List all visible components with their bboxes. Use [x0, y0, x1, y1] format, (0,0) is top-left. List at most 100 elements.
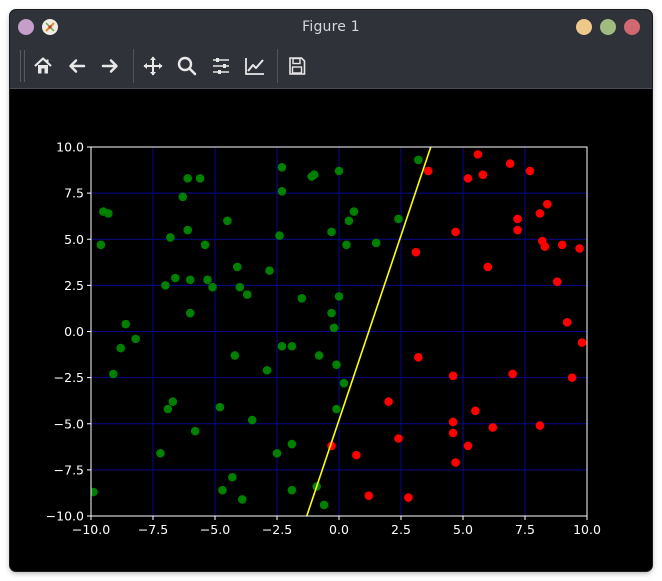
scatter-point-green — [371, 238, 381, 248]
scatter-point-green — [272, 448, 282, 458]
back-button[interactable] — [64, 53, 90, 79]
scatter-point-green — [183, 174, 193, 183]
scatter-point-green — [314, 351, 324, 360]
axes-frame — [90, 146, 588, 517]
x-tick-label: −5.0 — [200, 522, 230, 537]
scatter-point-red — [552, 277, 562, 286]
scatter-point-red — [451, 458, 460, 467]
scatter-point-red — [543, 199, 552, 209]
save-button[interactable] — [284, 53, 310, 79]
x-tick-label: −10.0 — [72, 522, 110, 537]
scatter-point-green — [185, 308, 195, 318]
arrow-left-icon — [69, 59, 86, 73]
scatter-point-red — [451, 227, 460, 237]
forward-button[interactable] — [97, 53, 123, 79]
window-title: Figure 1 — [302, 19, 360, 35]
minimize-button[interactable] — [576, 19, 592, 35]
sliders-icon — [213, 58, 229, 74]
subplots-button[interactable] — [208, 53, 234, 79]
scatter-point-green — [96, 240, 106, 250]
scatter-point-red — [394, 434, 403, 443]
home-icon — [34, 57, 52, 74]
scatter-point-green — [190, 426, 200, 436]
line-chart-icon — [245, 58, 264, 75]
scatter-point-red — [505, 159, 515, 168]
scatter-point-green — [163, 404, 173, 414]
scatter-point-green — [235, 282, 245, 292]
scatter-point-green — [339, 378, 349, 388]
scatter-point-green — [277, 186, 287, 196]
title-bar: Figure 1 — [10, 10, 652, 44]
scatter-point-green — [247, 415, 257, 425]
edit-axis-button[interactable] — [242, 53, 268, 79]
scatter-point-red — [463, 441, 473, 451]
scatter-point-red — [562, 317, 572, 327]
decision-boundary-line — [306, 147, 432, 516]
scatter-point-green — [297, 293, 307, 303]
scatter-point-red — [414, 353, 423, 362]
y-tick-label: 0.0 — [64, 324, 84, 339]
maximize-button[interactable] — [600, 19, 616, 35]
x-tick-label: 5.0 — [453, 522, 473, 537]
scatter-point-red — [448, 417, 458, 427]
scatter-point-green — [344, 216, 354, 226]
scatter-point-red — [404, 493, 413, 502]
pan-button[interactable] — [140, 53, 166, 79]
scatter-chart: −10.0 −7.5 −5.0 −2.5 0.0 2.5 5.0 7.5 10.0 10.0 7.5… — [46, 140, 601, 538]
y-tick-label: −2.5 — [54, 370, 84, 385]
scatter-point-red — [567, 373, 577, 382]
scatter-point-red — [535, 209, 545, 218]
app-icon — [42, 19, 58, 35]
scatter-point-red — [488, 423, 498, 432]
scatter-point-red — [540, 242, 550, 251]
scatter-point-red — [508, 369, 517, 379]
toolbar-separator — [277, 49, 278, 83]
window-menu-button[interactable] — [18, 19, 34, 35]
arrow-right-icon — [101, 59, 118, 73]
scatter-point-red — [352, 450, 361, 460]
scatter-point-green — [394, 214, 403, 224]
scatter-point-green — [109, 369, 118, 379]
x-tick-label: −7.5 — [138, 522, 168, 537]
scatter-point-red — [557, 240, 567, 250]
scatter-point-green — [208, 282, 217, 292]
x-tick-label: −2.5 — [262, 522, 292, 537]
scatter-point-green — [342, 240, 351, 250]
scatter-point-green — [327, 308, 336, 318]
scatter-point-red — [423, 166, 433, 176]
scatter-point-green — [332, 404, 341, 414]
home-button[interactable] — [30, 53, 56, 79]
scatter-point-green — [168, 397, 178, 406]
toolbar-separator — [133, 49, 134, 83]
y-tick-label: 2.5 — [64, 278, 84, 293]
scatter-point-red — [471, 406, 480, 416]
zoom-button[interactable] — [174, 53, 200, 79]
scatter-point-green — [237, 495, 247, 504]
scatter-point-green — [334, 292, 344, 301]
y-tick-label: −7.5 — [54, 462, 84, 477]
scatter-point-red — [525, 166, 535, 176]
scatter-point-red — [535, 421, 545, 430]
x-tick-label: 10.0 — [573, 522, 601, 537]
scatter-point-green — [203, 275, 212, 285]
scatter-point-green — [414, 155, 423, 165]
scatter-point-green — [262, 365, 272, 375]
scatter-point-green — [200, 240, 210, 250]
scatter-point-green — [334, 166, 344, 176]
save-icon — [289, 57, 306, 75]
toolbar-grip[interactable] — [20, 50, 25, 82]
figure-canvas[interactable]: −10.0 −7.5 −5.0 −2.5 0.0 2.5 5.0 7.5 10.0 10.0 7.5… — [10, 89, 652, 571]
close-button[interactable] — [624, 19, 640, 35]
scatter-point-green — [171, 273, 180, 283]
scatter-point-red — [483, 262, 493, 272]
scatter-point-green — [287, 439, 297, 449]
y-tick-label: 5.0 — [64, 232, 84, 247]
scatter-point-green — [91, 487, 98, 497]
plot-data — [91, 147, 587, 516]
y-tick-label: −5.0 — [54, 416, 84, 431]
scatter-point-green — [166, 233, 175, 242]
scatter-point-green — [242, 290, 252, 299]
scatter-point-green — [319, 500, 329, 510]
scatter-point-green — [329, 323, 339, 333]
y-tick-label: 10.0 — [56, 140, 84, 155]
